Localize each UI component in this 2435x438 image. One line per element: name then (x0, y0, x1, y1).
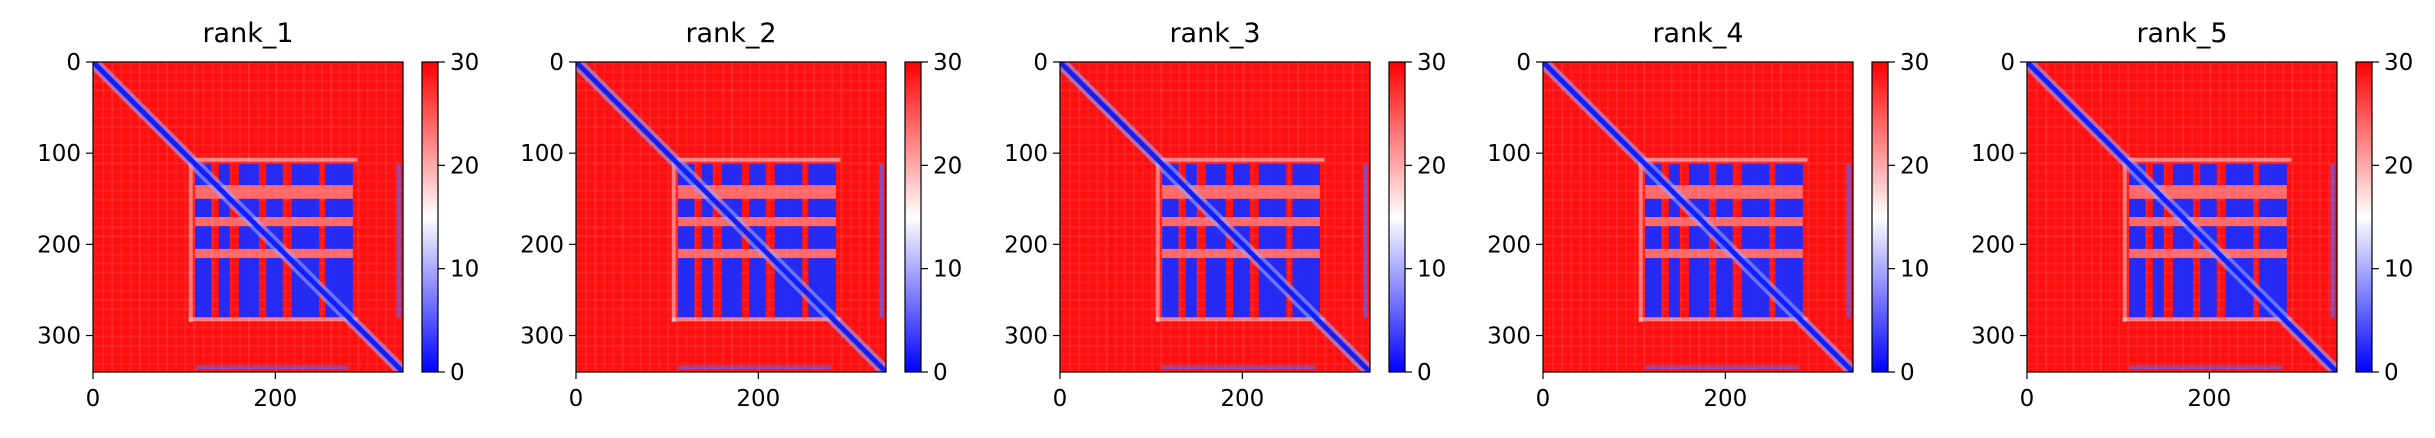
axes-frame (1542, 61, 1854, 373)
x-tick-label: 200 (253, 386, 297, 412)
colorbar-tick-label: 20 (450, 153, 479, 179)
chart-title: rank_2 (685, 18, 776, 49)
colorbar-tick-label: 30 (450, 50, 479, 76)
x-tick-label: 0 (569, 386, 584, 412)
colorbar-gradient (1388, 61, 1406, 373)
colorbar: 0 10 20 30 (904, 50, 962, 386)
y-tick-label: 100 (1487, 141, 1531, 167)
y-tick-label: 200 (1004, 232, 1048, 258)
colorbar: 0 10 20 30 (1388, 50, 1446, 386)
colorbar: 0 10 20 30 (2355, 50, 2413, 386)
y-tick-label: 100 (520, 141, 564, 167)
y-tick-label: 300 (37, 324, 81, 350)
y-tick-label: 200 (1487, 232, 1531, 258)
x-tick-label: 0 (1053, 386, 1068, 412)
y-tick-label: 300 (1971, 324, 2015, 350)
y-tick-label: 0 (66, 50, 81, 76)
axes-frame (92, 61, 404, 373)
colorbar-tick-label: 10 (1900, 257, 1929, 283)
colorbar-tick-label: 30 (2384, 50, 2413, 76)
colorbar-tick-label: 0 (450, 360, 465, 386)
colorbar-gradient (1871, 61, 1889, 373)
colorbar-tick-label: 20 (2384, 153, 2413, 179)
colorbar-tick-label: 10 (450, 257, 479, 283)
y-tick-label: 100 (1004, 141, 1048, 167)
y-tick-label: 100 (1971, 141, 2015, 167)
heatmap-image (1060, 62, 1370, 372)
x-tick-label: 200 (2187, 386, 2231, 412)
subplot-rank_3: rank_3 0 100 200 300 0 200 0 10 20 30 (1004, 18, 1446, 412)
chart-title: rank_5 (2136, 18, 2227, 49)
axes-frame (1059, 61, 1371, 373)
heatmap-image (2027, 62, 2337, 372)
x-tick-label: 200 (1703, 386, 1747, 412)
colorbar-tick-label: 30 (1900, 50, 1929, 76)
x-tick-label: 0 (2020, 386, 2035, 412)
subplot-rank_2: rank_2 0 100 200 300 0 200 0 10 20 30 (520, 18, 962, 412)
colorbar-tick-label: 0 (933, 360, 948, 386)
colorbar: 0 10 20 30 (1871, 50, 1929, 386)
x-tick-label: 0 (86, 386, 101, 412)
x-tick-label: 200 (1220, 386, 1264, 412)
colorbar-tick-label: 10 (1417, 257, 1446, 283)
chart-title: rank_3 (1169, 18, 1260, 49)
colorbar-tick-label: 10 (933, 257, 962, 283)
subplot-rank_5: rank_5 0 100 200 300 0 200 0 10 20 30 (1971, 18, 2413, 412)
y-tick-label: 200 (520, 232, 564, 258)
y-tick-label: 0 (549, 50, 564, 76)
colorbar-gradient (2355, 61, 2373, 373)
x-tick-label: 200 (736, 386, 780, 412)
colorbar-tick-label: 0 (2384, 360, 2399, 386)
axes-frame (575, 61, 887, 373)
colorbar-tick-label: 20 (1417, 153, 1446, 179)
y-tick-label: 200 (37, 232, 81, 258)
y-tick-label: 300 (520, 324, 564, 350)
y-tick-label: 0 (1516, 50, 1531, 76)
colorbar-gradient (904, 61, 922, 373)
subplot-rank_1: rank_1 0 100 200 300 0 200 0 10 20 30 (37, 18, 479, 412)
colorbar-gradient (421, 61, 439, 373)
chart-title: rank_4 (1652, 18, 1743, 49)
colorbar-tick-label: 0 (1417, 360, 1432, 386)
y-tick-label: 200 (1971, 232, 2015, 258)
heatmap-image (576, 62, 886, 372)
colorbar-tick-label: 30 (1417, 50, 1446, 76)
heatmap-image (93, 62, 403, 372)
colorbar: 0 10 20 30 (421, 50, 479, 386)
y-tick-label: 100 (37, 141, 81, 167)
subplot-rank_4: rank_4 0 100 200 300 0 200 0 10 20 30 (1487, 18, 1929, 412)
y-tick-label: 0 (2000, 50, 2015, 76)
colorbar-tick-label: 20 (1900, 153, 1929, 179)
axes-frame (2026, 61, 2338, 373)
colorbar-tick-label: 0 (1900, 360, 1915, 386)
heatmap-image (1543, 62, 1853, 372)
y-tick-label: 0 (1033, 50, 1048, 76)
chart-title: rank_1 (202, 18, 293, 49)
colorbar-tick-label: 10 (2384, 257, 2413, 283)
y-tick-label: 300 (1487, 324, 1531, 350)
colorbar-tick-label: 30 (933, 50, 962, 76)
colorbar-tick-label: 20 (933, 153, 962, 179)
x-tick-label: 0 (1536, 386, 1551, 412)
y-tick-label: 300 (1004, 324, 1048, 350)
